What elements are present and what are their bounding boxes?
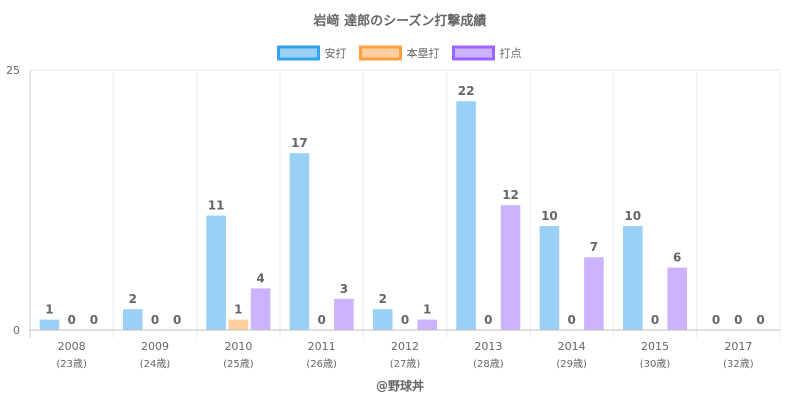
data-label: 3 [340, 282, 348, 296]
legend-label: 安打 [325, 46, 347, 60]
x-tick-label: 2009 [141, 340, 169, 353]
x-tick-sublabel: (29歳) [556, 358, 587, 370]
x-tick-label: 2017 [724, 340, 752, 353]
x-tick-sublabel: (32歳) [723, 358, 754, 370]
legend-swatch-安打 [277, 45, 320, 61]
data-label: 1 [234, 303, 242, 317]
x-tick-label: 2014 [558, 340, 586, 353]
bar-打点-2011 [334, 298, 354, 330]
data-label: 2 [379, 292, 387, 306]
x-tick-label: 2013 [474, 340, 502, 353]
data-label: 0 [67, 313, 75, 327]
bar-安打-2009 [123, 309, 143, 330]
x-tick-label: 2011 [308, 340, 336, 353]
x-tick-label: 2015 [641, 340, 669, 353]
grid [29, 69, 781, 338]
data-label: 2 [129, 292, 137, 306]
data-label: 0 [317, 313, 325, 327]
data-label: 0 [401, 313, 409, 327]
data-label: 10 [624, 209, 641, 223]
bar-打点-2014 [584, 257, 604, 330]
data-label: 0 [756, 313, 764, 327]
data-label: 6 [673, 251, 681, 265]
bar-安打-2011 [289, 153, 310, 330]
data-label: 4 [256, 271, 264, 285]
data-label: 11 [208, 199, 225, 213]
y-tick-label: 25 [6, 64, 20, 77]
legend-swatch-本塁打 [359, 45, 402, 61]
x-tick-sublabel: (26歳) [306, 358, 337, 370]
data-label: 0 [151, 313, 159, 327]
x-tick-label: 2012 [391, 340, 419, 353]
bar-本塁打-2010 [228, 319, 249, 330]
data-label: 12 [502, 188, 519, 202]
footer-credit: @野球丼 [376, 378, 424, 393]
x-tick-sublabel: (27歳) [390, 358, 421, 370]
data-label: 1 [45, 303, 53, 317]
x-tick-sublabel: (25歳) [223, 358, 254, 370]
data-label: 1 [423, 303, 431, 317]
data-label: 0 [734, 313, 742, 327]
bars [39, 101, 687, 330]
chart-title: 岩﨑 達郎のシーズン打撃成績 [313, 13, 487, 29]
bar-安打-2012 [373, 309, 393, 330]
legend-label: 本塁打 [407, 46, 440, 60]
data-label: 10 [541, 209, 558, 223]
data-label: 17 [291, 136, 308, 150]
y-tick-label: 0 [13, 324, 20, 337]
axes: 0252008(23歳)2009(24歳)2010(25歳)2011(26歳)2… [6, 64, 780, 370]
legend-swatch-打点 [452, 45, 495, 61]
x-tick-sublabel: (28歳) [473, 358, 504, 370]
data-label: 22 [458, 84, 475, 98]
bar-打点-2012 [417, 319, 437, 330]
bar-打点-2013 [500, 205, 521, 330]
data-label: 0 [484, 313, 492, 327]
bar-安打-2014 [539, 226, 560, 330]
x-tick-sublabel: (24歳) [140, 358, 171, 370]
x-tick-sublabel: (23歳) [56, 358, 87, 370]
data-label: 7 [590, 240, 598, 254]
data-label: 0 [712, 313, 720, 327]
bar-安打-2013 [456, 101, 476, 330]
legend: 安打 本塁打 打点 [277, 45, 522, 61]
bar-安打-2015 [623, 226, 643, 330]
bar-打点-2015 [667, 267, 687, 330]
bar-安打-2010 [206, 215, 226, 330]
data-label: 0 [90, 313, 98, 327]
x-tick-label: 2010 [224, 340, 252, 353]
x-tick-sublabel: (30歳) [640, 358, 671, 370]
data-label: 0 [567, 313, 575, 327]
bar-打点-2010 [250, 288, 271, 330]
x-tick-label: 2008 [58, 340, 86, 353]
bar-安打-2008 [39, 319, 60, 330]
data-label: 0 [173, 313, 181, 327]
data-label: 0 [651, 313, 659, 327]
legend-label: 打点 [500, 46, 522, 60]
